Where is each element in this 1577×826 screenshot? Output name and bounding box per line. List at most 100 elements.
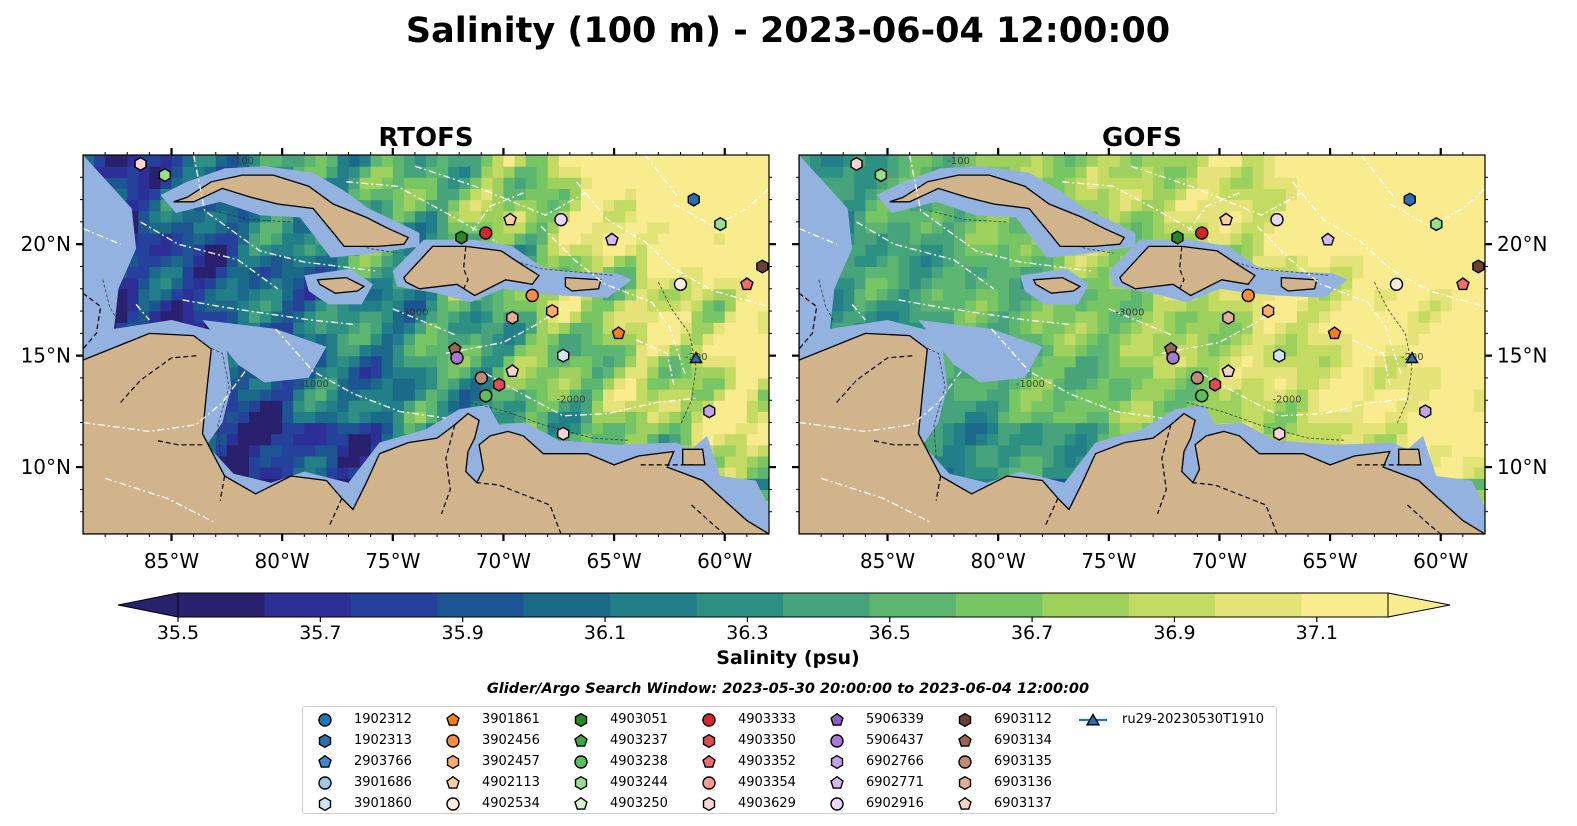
lon-tick-label: 85°W	[860, 549, 915, 573]
contour-label: -100	[231, 156, 254, 167]
legend-label: ru29-20230530T1910	[1122, 712, 1265, 727]
legend-label: 4903244	[610, 775, 668, 790]
isobath-line	[102, 279, 119, 323]
legend-label: 6903112	[994, 712, 1052, 727]
eez-line	[1161, 308, 1278, 355]
country-border	[935, 475, 942, 501]
eez-line	[1130, 165, 1302, 216]
legend-item-4903352: 4903352	[695, 754, 819, 770]
country-border	[155, 439, 203, 446]
legend-item-4903350: 4903350	[695, 733, 819, 749]
observation-marker	[1241, 288, 1255, 303]
colorbar-tick-label: 37.1	[1296, 622, 1338, 644]
isobath-line	[1373, 281, 1413, 426]
lon-tick-label: 70°W	[476, 549, 531, 573]
land-mass	[564, 276, 602, 292]
observation-marker	[740, 277, 754, 291]
figure-title: Salinity (100 m) - 2023-06-04 12:00:00	[406, 11, 1170, 51]
isobath-line	[193, 339, 230, 459]
observation-marker	[492, 377, 506, 392]
land-mass	[1398, 448, 1422, 466]
eez-line	[1187, 192, 1240, 232]
country-border	[219, 475, 226, 501]
legend-item-6902766: 6902766	[823, 754, 947, 770]
observation-marker	[1221, 364, 1236, 377]
eez-line	[83, 227, 121, 245]
legend-item-3901686: 3901686	[311, 775, 435, 791]
observation-marker	[455, 230, 468, 245]
observation-marker	[503, 212, 517, 226]
eez-line	[1360, 155, 1395, 198]
observation-marker	[850, 156, 863, 172]
legend-marker	[958, 755, 972, 769]
legend-marker	[702, 796, 716, 812]
legend-item-4903237: 4903237	[567, 733, 691, 749]
legend-marker	[958, 796, 972, 810]
observation-marker	[714, 216, 727, 232]
observation-marker	[450, 351, 464, 365]
land-mass	[1280, 276, 1318, 292]
legend-label: 6902771	[866, 775, 924, 790]
observation-marker	[525, 288, 539, 303]
eez-line	[898, 299, 1070, 326]
lon-tick-label: 75°W	[365, 549, 420, 573]
eez-line	[471, 192, 524, 232]
eez-line	[851, 303, 866, 321]
legend-label: 3902456	[482, 733, 540, 748]
colorbar-tick-label: 36.3	[726, 622, 768, 644]
legend-label: 6903136	[994, 775, 1052, 790]
legend-marker	[446, 754, 460, 770]
colorbar-segment	[783, 593, 870, 617]
legend-marker	[574, 712, 588, 728]
contour-label: -3000	[1115, 308, 1144, 319]
legend-label: 4903250	[610, 796, 668, 811]
country-border	[1156, 424, 1172, 515]
legend-marker	[702, 713, 716, 727]
legend-marker	[702, 754, 716, 768]
map-frame	[82, 154, 770, 535]
country-border	[462, 246, 469, 290]
isobath-line	[657, 281, 697, 426]
observation-marker	[1403, 192, 1416, 207]
legend-label: 3901686	[354, 775, 412, 790]
eez-line	[991, 328, 1162, 419]
colorbar-segment	[523, 593, 611, 617]
observation-marker	[506, 310, 519, 325]
colorbar: 35.5 35.7 35.9 36.1 36.3 36.5 36.7 36.9 37.1	[117, 592, 1451, 644]
lat-tick-label: 10°N	[21, 455, 71, 479]
land-mass	[799, 155, 1485, 534]
legend-marker	[958, 775, 972, 791]
map-panel-gofs: -100-1000-3000-2000-20085°W80°W75°W70°W6…	[792, 123, 1547, 573]
legend-item-3901861: 3901861	[439, 712, 563, 728]
legend-label: 6902916	[866, 796, 924, 811]
observation-marker	[1222, 310, 1235, 325]
panel-title: RTOFS	[378, 123, 473, 153]
legend-marker	[446, 712, 460, 726]
eez-line	[140, 221, 279, 290]
legend-marker	[318, 713, 332, 727]
legend-label: 3901860	[354, 796, 412, 811]
colorbar-extend-low	[117, 592, 179, 618]
legend-marker	[830, 775, 844, 789]
legend-marker	[830, 712, 844, 726]
legend-label: 4903051	[610, 712, 668, 727]
legend-label: 4903237	[610, 733, 668, 748]
observation-marker	[1272, 426, 1286, 441]
eez-line	[414, 165, 586, 216]
colorbar-extend-high	[1387, 592, 1451, 618]
legend-marker	[446, 797, 460, 811]
eez-line	[908, 155, 1092, 272]
observation-marker	[1171, 230, 1184, 245]
eez-line	[485, 372, 699, 417]
eez-line	[445, 308, 562, 355]
observation-marker	[134, 156, 147, 172]
shelf-area	[202, 320, 327, 383]
observation-marker	[1195, 389, 1209, 403]
shelf-area	[918, 320, 1043, 383]
lat-tick-label: 20°N	[1497, 232, 1547, 256]
colorbar-segment	[1042, 593, 1130, 617]
legend-marker	[958, 733, 972, 747]
country-border	[1178, 246, 1185, 290]
legend-label: 1902313	[354, 733, 412, 748]
observation-marker	[479, 226, 493, 240]
